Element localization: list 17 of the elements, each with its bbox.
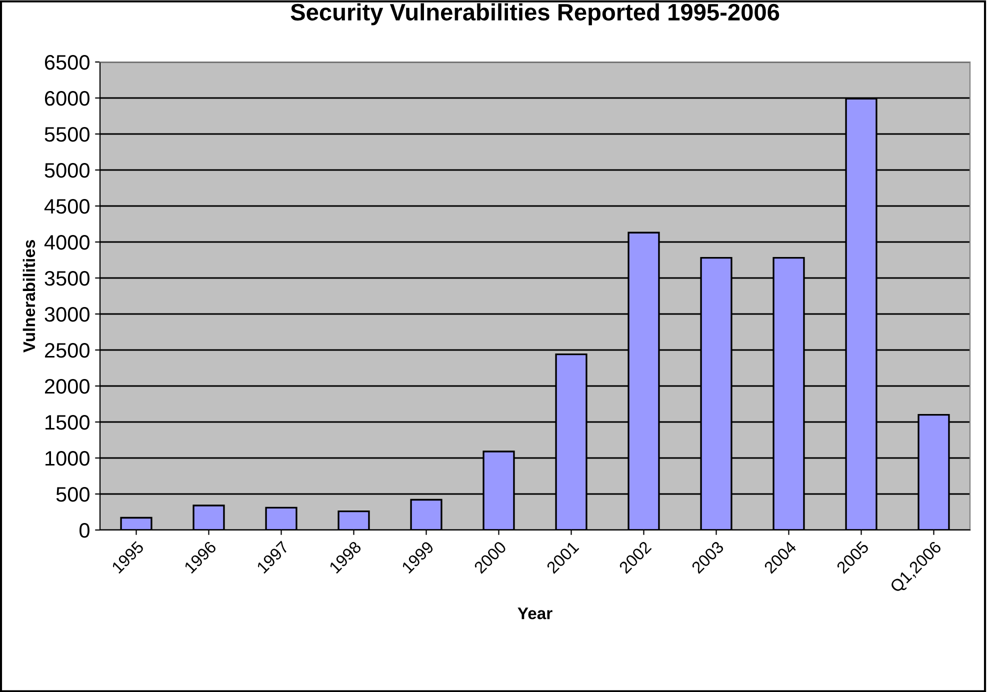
x-axis-title: Year [518,608,552,620]
y-tick-label: 2000 [44,379,90,394]
y-tick-label: 3500 [44,271,90,286]
y-axis-title: Vulnerabilities [22,240,36,353]
y-tick-label: 0 [80,523,90,538]
y-tick-label: 4500 [44,199,90,214]
y-tick-label: 6500 [44,55,90,70]
y-tick-label: 6000 [44,91,90,106]
y-tick-label: 1500 [46,415,90,430]
y-tick-label: 5500 [44,127,90,142]
chart-title: Security Vulnerabilities Reported 1995-2006 [290,3,780,26]
y-tick-label: 3000 [44,307,90,322]
y-tick-label: 4000 [44,235,90,250]
y-tick-label: 1000 [46,451,90,466]
y-tick-label: 2500 [44,343,90,358]
y-tick-label: 500 [56,487,90,502]
y-tick-label: 5000 [44,163,90,178]
